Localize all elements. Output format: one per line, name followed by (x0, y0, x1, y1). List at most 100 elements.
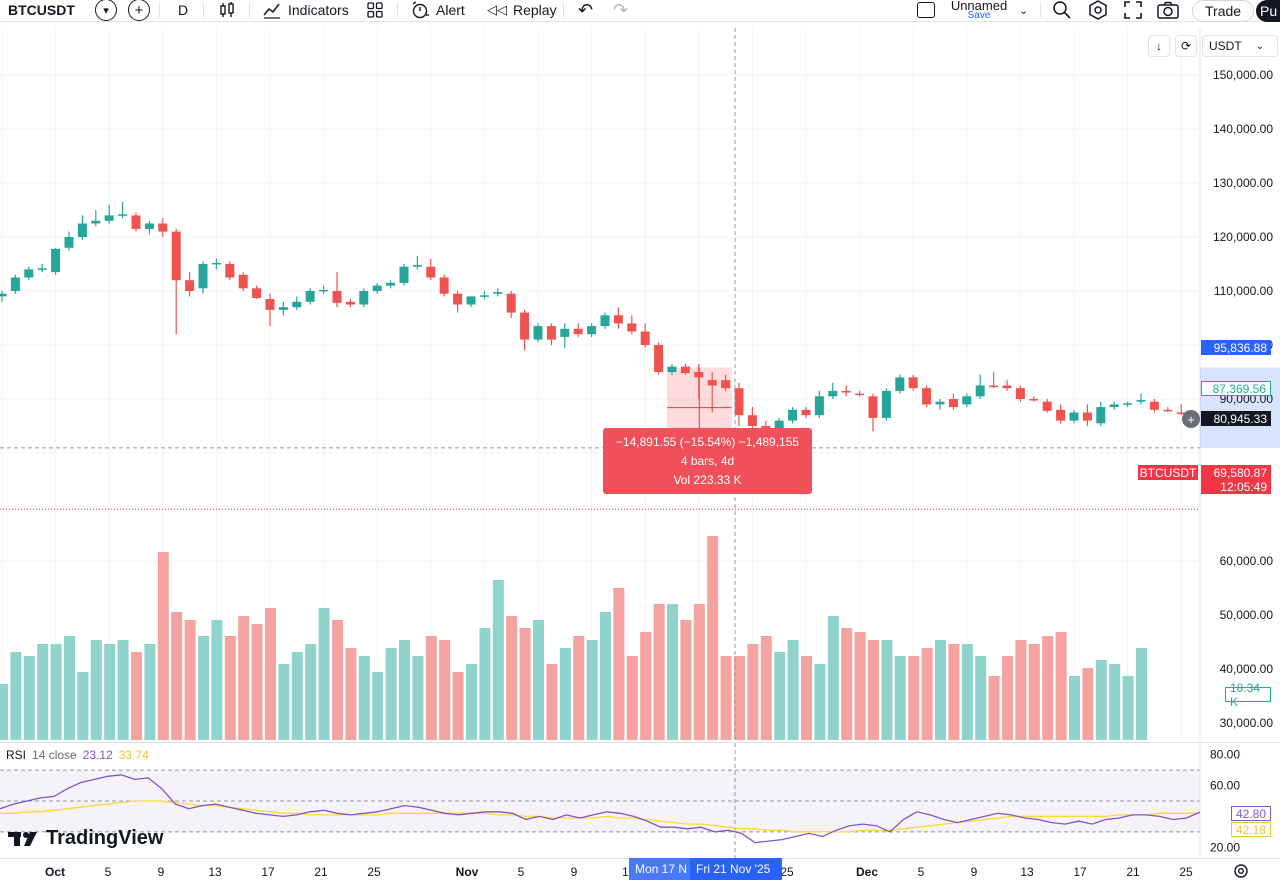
candle-body (453, 293, 463, 305)
fullscreen-icon[interactable] (1124, 0, 1142, 20)
price-axis-label: 130,000.00 (1213, 176, 1273, 190)
volume-bar (358, 656, 370, 740)
volume-bar (1082, 668, 1094, 740)
camera-icon[interactable] (1157, 0, 1179, 20)
time-axis-label: 5 (918, 865, 925, 879)
chevron-down-icon[interactable]: ⌄ (1019, 4, 1029, 17)
candle-body (734, 388, 744, 416)
candle-body (91, 220, 101, 224)
rsi-ma-tag: 42.18 (1231, 822, 1271, 837)
candle-body (319, 289, 329, 292)
time-axis-label: Oct (45, 865, 65, 879)
settings-gear-icon[interactable] (1232, 862, 1250, 880)
volume-bar (64, 636, 75, 740)
currency-select[interactable]: USDT ⌄ (1202, 35, 1278, 57)
indicators-icon (263, 3, 280, 19)
volume-bar (961, 644, 973, 740)
candle-body (1109, 404, 1119, 408)
volume-bar (600, 612, 611, 740)
volume-bar (1095, 660, 1107, 740)
volume-tag: 18.34 K (1225, 681, 1271, 709)
candle-body (1096, 407, 1106, 424)
layouts-grid-icon[interactable] (366, 0, 384, 20)
candle-body (841, 390, 851, 393)
favorite-icon[interactable]: ▾ (95, 0, 117, 21)
volume-bar (1069, 676, 1080, 740)
candle-body (292, 301, 302, 308)
candle-body (10, 277, 20, 291)
time-axis-label: 21 (314, 865, 328, 879)
interval-button[interactable]: D (178, 2, 189, 18)
candle-body (654, 345, 664, 372)
price-axis-label: 150,000.00 (1213, 68, 1273, 82)
price-axis-label: 140,000.00 (1213, 122, 1273, 136)
symbol-search[interactable]: BTCUSDT (8, 2, 75, 18)
candle-body (707, 380, 717, 386)
volume-bar (626, 656, 638, 740)
volume-bar (988, 676, 1000, 740)
redo-icon[interactable]: ↷ (613, 0, 629, 20)
candle-body (747, 415, 757, 426)
price-chart[interactable]: 150,000.00 140,000.00 130,000.00 120,000.00… (0, 28, 1280, 740)
alert-button[interactable]: Alert (410, 0, 465, 20)
candle-body (1042, 401, 1052, 411)
volume-bar (492, 580, 504, 740)
volume-bar (613, 588, 625, 740)
price-axis-label: 50,000.00 (1220, 608, 1274, 622)
price-axis-label: 40,000.00 (1220, 662, 1274, 676)
time-axis-label: 25 (367, 865, 381, 879)
candle-body (104, 215, 114, 221)
volume-bar (385, 648, 397, 740)
candle-body (935, 401, 945, 405)
volume-bar (908, 656, 920, 740)
toolbar-divider (563, 2, 564, 18)
volume-bar (131, 652, 142, 740)
candle-body (131, 215, 141, 229)
volume-bar (586, 640, 598, 740)
replay-button[interactable]: ◁◁ Replay (487, 0, 557, 20)
publish-button[interactable]: Pu (1256, 0, 1280, 22)
volume-bar (667, 604, 678, 740)
undo-icon[interactable]: ↶ (578, 0, 594, 20)
candle-body (533, 326, 543, 340)
time-axis-label: 17 (261, 865, 275, 879)
volume-bar (399, 640, 410, 740)
quick-search-icon[interactable] (1052, 0, 1072, 20)
volume-bar (23, 656, 35, 740)
layout-checkbox-icon[interactable] (917, 0, 935, 20)
candle-body (788, 409, 798, 421)
layout-name: Unnamed (950, 0, 1008, 13)
candle-body (412, 265, 422, 267)
volume-bar (425, 636, 437, 740)
candle-body (1069, 412, 1079, 421)
candle-body (1056, 409, 1066, 421)
settings-gear-icon[interactable] (1088, 0, 1108, 20)
volume-bar (157, 552, 169, 740)
volume-bar (734, 656, 745, 740)
volume-bar (707, 536, 719, 740)
arrow-down-icon[interactable]: ↓ (1148, 35, 1170, 57)
compare-add-icon[interactable]: + (128, 0, 150, 21)
volume-bar (144, 644, 156, 740)
rsi-legend[interactable]: RSI 14 close 23.12 33.74 (6, 748, 149, 762)
candle-body (613, 315, 623, 324)
tradingview-logo[interactable]: TradingView (8, 827, 163, 850)
add-crosshair-plus-icon[interactable]: + (1182, 410, 1200, 428)
toolbar-divider (203, 2, 204, 18)
save-label: Save (967, 10, 991, 21)
candle-body (801, 409, 811, 416)
chart-type-candles-icon[interactable] (218, 0, 236, 20)
candle-body (828, 390, 838, 397)
chevron-down-icon: ⌄ (1255, 40, 1265, 52)
refresh-icon[interactable]: ⟳ (1175, 35, 1197, 57)
layout-save-button[interactable]: Unnamed Save (945, 0, 1013, 22)
top-toolbar: BTCUSDT ▾ + D Indicators Alert ◁◁ Replay… (0, 0, 1280, 22)
toolbar-divider (397, 2, 398, 18)
volume-bar (345, 648, 357, 740)
candle-body (881, 390, 891, 418)
rsi-pane[interactable]: 80.00 60.00 20.00 (0, 742, 1280, 858)
candle-body (252, 288, 262, 299)
indicators-button[interactable]: Indicators (262, 0, 349, 20)
trade-button[interactable]: Trade (1192, 0, 1255, 22)
rsi-tag: 42.80 (1231, 806, 1271, 821)
